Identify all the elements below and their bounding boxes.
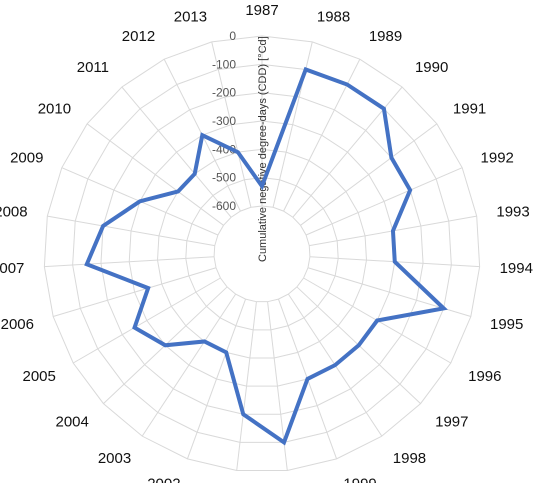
grid-ring-5 <box>185 177 339 331</box>
category-label-2005: 2005 <box>23 368 56 385</box>
grid-ring-6 <box>213 205 311 303</box>
category-label-2010: 2010 <box>38 100 71 117</box>
series-line-0 <box>84 66 448 446</box>
grid-spoke-1989 <box>283 58 361 212</box>
category-label-2009: 2009 <box>10 149 43 166</box>
grid-spoke-2002 <box>186 298 247 460</box>
category-label-1991: 1991 <box>453 100 486 117</box>
radial-tick-labels: 0 -100 -200 -300 -400 -500 -600 <box>212 29 236 213</box>
category-label-1988: 1988 <box>317 9 350 26</box>
category-label-1998: 1998 <box>393 450 426 467</box>
grid-spoke-1992 <box>305 167 463 236</box>
grid-spoke-2010 <box>86 123 224 226</box>
category-label-2002: 2002 <box>147 475 180 483</box>
tick-label: -500 <box>212 171 236 185</box>
category-labels: 1987 1988 1989 1990 1991 1992 1993 1994 1995 1996… <box>0 2 533 483</box>
grid-spoke-2006 <box>53 267 217 318</box>
category-label-2011: 2011 <box>77 59 109 76</box>
grid-spoke-2007 <box>44 256 215 268</box>
grid-spoke-2001 <box>236 301 257 471</box>
grid-ring-4 <box>157 148 367 359</box>
category-label-2008: 2008 <box>0 204 28 221</box>
category-label-1999: 1999 <box>343 475 376 483</box>
category-label-1990: 1990 <box>415 59 448 76</box>
category-label-1994: 1994 <box>500 260 533 277</box>
category-label-1989: 1989 <box>369 28 402 45</box>
category-label-1992: 1992 <box>481 149 514 166</box>
tick-label: -300 <box>212 114 236 128</box>
tick-label: -200 <box>212 86 236 100</box>
grid-spoke-2005 <box>72 277 221 364</box>
grid-ring-0 <box>43 35 481 472</box>
grid-ring-1 <box>72 63 452 443</box>
series-layer <box>84 66 448 446</box>
category-label-1987: 1987 <box>245 2 278 19</box>
tick-label: -100 <box>212 57 236 71</box>
grid-spoke-2003 <box>141 293 237 437</box>
category-label-2013: 2013 <box>174 9 207 26</box>
tick-label: -600 <box>212 199 236 213</box>
category-label-2004: 2004 <box>56 413 89 430</box>
category-label-1996: 1996 <box>468 368 501 385</box>
category-label-1997: 1997 <box>435 413 468 430</box>
grid-spoke-2013 <box>211 41 252 208</box>
category-label-2007: 2007 <box>0 260 24 277</box>
category-label-2012: 2012 <box>122 28 155 45</box>
tick-label: -400 <box>212 142 236 156</box>
grid-spoke-2011 <box>121 86 232 218</box>
category-label-1993: 1993 <box>496 204 529 221</box>
category-label-2006: 2006 <box>1 316 34 333</box>
category-label-2003: 2003 <box>98 450 131 467</box>
radial-axis-title: Cumulative negative degree-days (CDD) [°… <box>257 36 269 262</box>
tick-label: 0 <box>229 29 236 43</box>
grid-ring-3 <box>128 120 396 387</box>
grid-spoke-2008 <box>47 215 215 247</box>
category-label-1995: 1995 <box>490 316 523 333</box>
grid-spoke-1991 <box>300 123 438 226</box>
